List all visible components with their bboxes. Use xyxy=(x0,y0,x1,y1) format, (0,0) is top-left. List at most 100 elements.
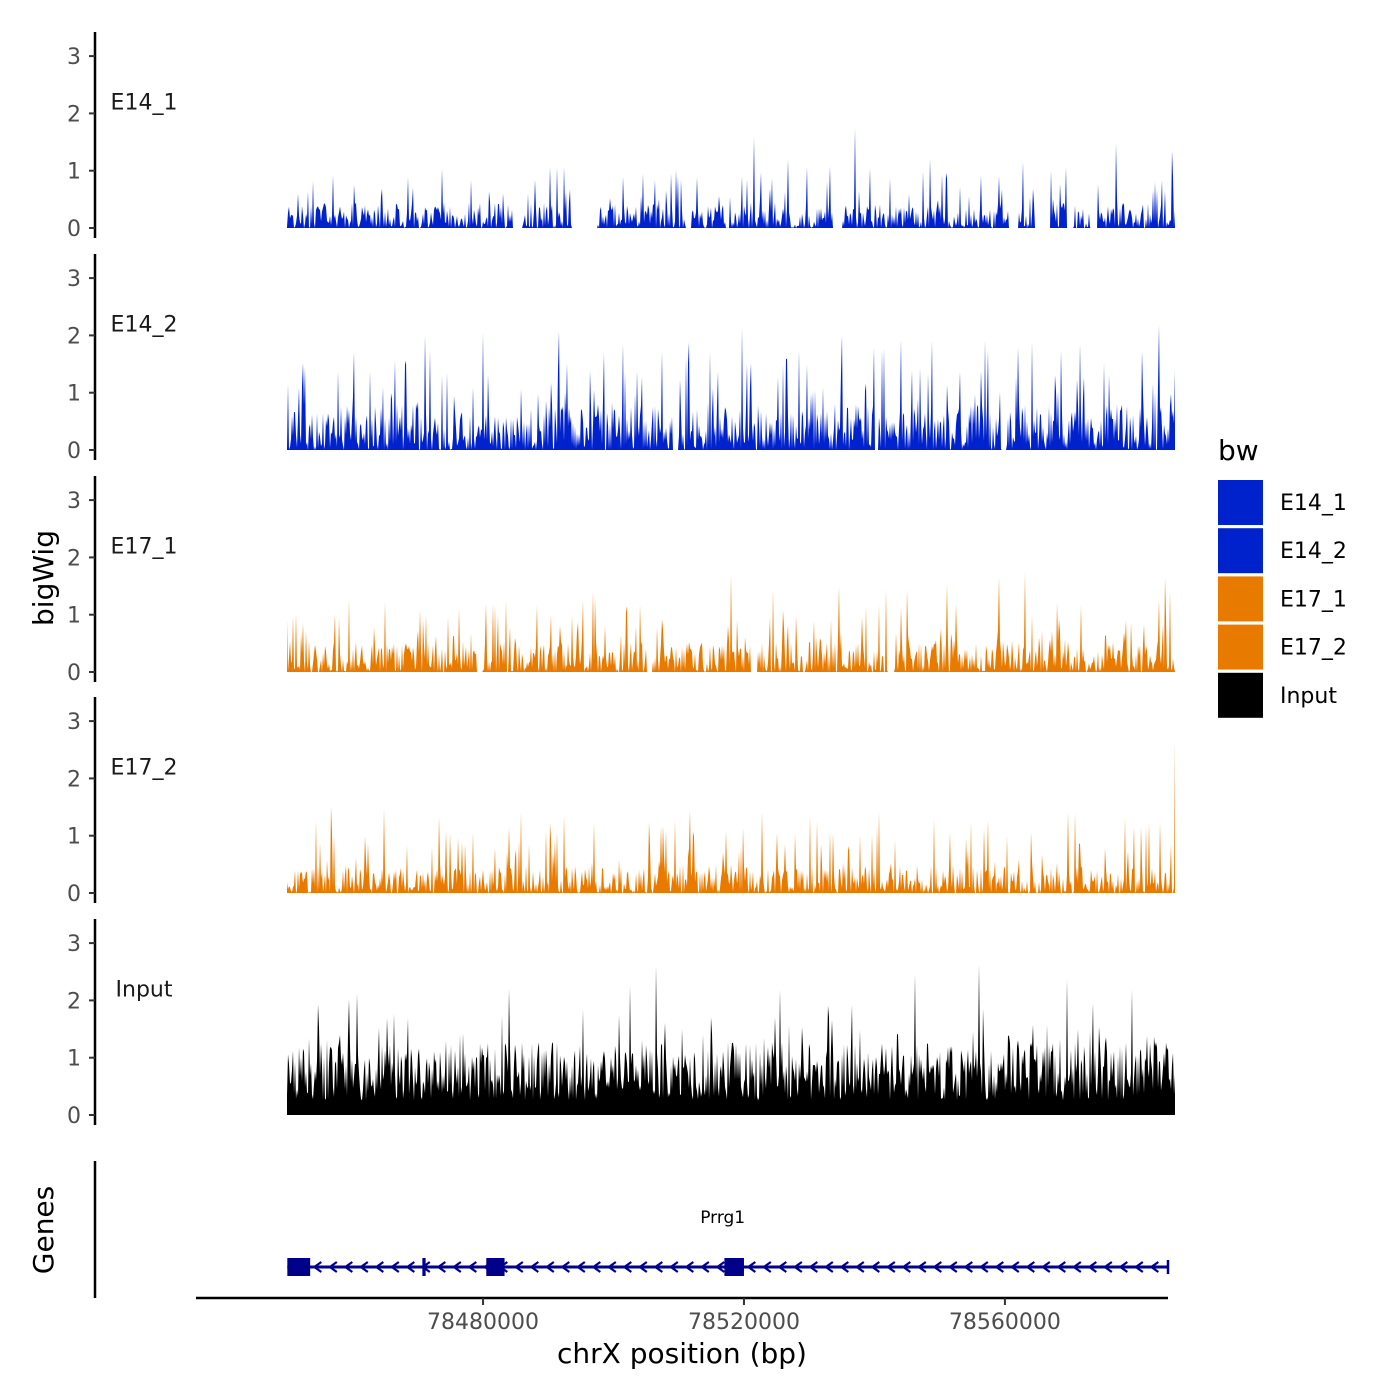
strand-arrow xyxy=(932,1261,942,1273)
track-label: Input xyxy=(116,977,173,1002)
strand-arrow xyxy=(715,1261,725,1273)
strand-arrow xyxy=(1056,1261,1066,1273)
strand-arrow xyxy=(901,1261,911,1273)
y-axis-title: bigWig xyxy=(27,530,60,626)
strand-arrow xyxy=(1133,1261,1144,1273)
strand-arrow xyxy=(870,1261,880,1273)
track-E17_1: 0 1 2 3 E17_1 xyxy=(67,476,1175,686)
y-tick-label: 0 xyxy=(67,882,81,907)
strand-arrow xyxy=(513,1261,524,1273)
strand-arrow xyxy=(885,1261,896,1273)
track-E14_1: 0 1 2 3 E14_1 xyxy=(67,32,1175,242)
y-tick-label: 3 xyxy=(67,710,81,735)
coverage-tracks: 0 1 2 3 E14_1 0 1 2 3 E14_2 0 1 2 3 E17_1 0 1 2 3 E17_2 0 1 2 3… xyxy=(67,32,1175,1129)
legend-label: E17_2 xyxy=(1280,636,1347,661)
x-tick-label: 78560000 xyxy=(949,1310,1061,1335)
track-label: E14_2 xyxy=(111,312,178,337)
strand-arrow xyxy=(792,1261,803,1273)
strand-arrow xyxy=(560,1261,570,1273)
coverage-area-E17_1 xyxy=(287,572,1175,672)
strand-arrow xyxy=(854,1261,865,1273)
coverage-area-E14_2 xyxy=(287,325,1175,450)
legend-label: Input xyxy=(1280,684,1337,709)
track-label: E17_2 xyxy=(111,755,178,780)
legend-label: E14_2 xyxy=(1280,539,1347,564)
legend-label: E14_1 xyxy=(1280,491,1347,516)
y-tick-label: 3 xyxy=(67,932,81,957)
y-tick-label: 3 xyxy=(67,267,81,292)
strand-arrow xyxy=(994,1261,1004,1273)
genes-track: Prrg1 xyxy=(93,1161,1170,1298)
strand-arrow xyxy=(467,1261,477,1273)
strand-arrow xyxy=(839,1261,849,1273)
y-tick-label: 3 xyxy=(67,45,81,70)
x-tick-label: 78480000 xyxy=(427,1310,539,1335)
y-tick-label: 2 xyxy=(67,989,81,1014)
strand-arrow xyxy=(1071,1261,1082,1273)
strand-arrow xyxy=(777,1261,787,1273)
strand-arrow xyxy=(761,1261,772,1273)
y-tick-label: 0 xyxy=(67,217,81,242)
strand-arrow xyxy=(606,1261,617,1273)
gene-label: Prrg1 xyxy=(700,1208,745,1228)
strand-arrow xyxy=(529,1261,539,1273)
strand-arrow xyxy=(1009,1261,1020,1273)
strand-arrow xyxy=(1102,1261,1113,1273)
strand-arrow xyxy=(746,1261,756,1273)
exon xyxy=(422,1258,426,1276)
y-tick-label: 2 xyxy=(67,102,81,127)
y-tick-label: 1 xyxy=(67,604,81,629)
track-label: E17_1 xyxy=(111,534,178,559)
strand-arrow xyxy=(358,1261,369,1273)
y-tick-label: 0 xyxy=(67,661,81,686)
legend-swatch xyxy=(1218,672,1263,718)
strand-arrow xyxy=(1087,1261,1097,1273)
strand-arrow xyxy=(575,1261,586,1273)
y-tick-label: 1 xyxy=(67,825,81,850)
strand-arrow xyxy=(699,1261,710,1273)
exon xyxy=(486,1258,505,1276)
strand-arrow xyxy=(1025,1261,1035,1273)
y-tick-label: 3 xyxy=(67,489,81,514)
strand-arrow xyxy=(327,1261,338,1273)
strand-arrow xyxy=(978,1261,989,1273)
strand-arrow xyxy=(451,1261,462,1273)
strand-arrow xyxy=(668,1261,679,1273)
x-axis: 78480000 78520000 78560000 xyxy=(196,1296,1168,1335)
strand-arrow xyxy=(622,1261,632,1273)
strand-arrow xyxy=(653,1261,663,1273)
y-tick-label: 0 xyxy=(67,1104,81,1129)
y-tick-label: 2 xyxy=(67,324,81,349)
exon xyxy=(724,1258,744,1276)
strand-arrow xyxy=(389,1261,400,1273)
y-tick-label: 1 xyxy=(67,1047,81,1072)
strand-arrow xyxy=(544,1261,555,1273)
strand-arrow xyxy=(808,1261,818,1273)
exon xyxy=(287,1258,311,1276)
strand-arrow xyxy=(343,1261,353,1273)
strand-arrow xyxy=(823,1261,834,1273)
y-tick-label: 1 xyxy=(67,160,81,185)
track-E17_2: 0 1 2 3 E17_2 xyxy=(67,697,1175,907)
genes-axis-title: Genes xyxy=(27,1186,60,1274)
legend: bw E14_1 E14_2 E17_1 E17_2 Input xyxy=(1218,434,1347,718)
coverage-area-Input xyxy=(287,965,1175,1115)
y-tick-label: 2 xyxy=(67,546,81,571)
legend-label: E17_1 xyxy=(1280,587,1347,612)
track-E14_2: 0 1 2 3 E14_2 xyxy=(67,254,1175,464)
legend-swatch xyxy=(1218,528,1263,574)
legend-swatch xyxy=(1218,480,1263,525)
strand-arrow xyxy=(963,1261,973,1273)
coverage-area-E17_2 xyxy=(287,741,1175,893)
strand-arrow xyxy=(916,1261,927,1273)
strand-arrow xyxy=(405,1261,415,1273)
strand-arrow xyxy=(1118,1261,1128,1273)
x-tick-label: 78520000 xyxy=(688,1310,800,1335)
strand-arrow xyxy=(436,1261,446,1273)
strand-arrow xyxy=(684,1261,694,1273)
strand-arrow xyxy=(947,1261,958,1273)
strand-arrow xyxy=(1040,1261,1051,1273)
y-tick-label: 1 xyxy=(67,382,81,407)
coverage-area-E14_1 xyxy=(287,128,1175,228)
